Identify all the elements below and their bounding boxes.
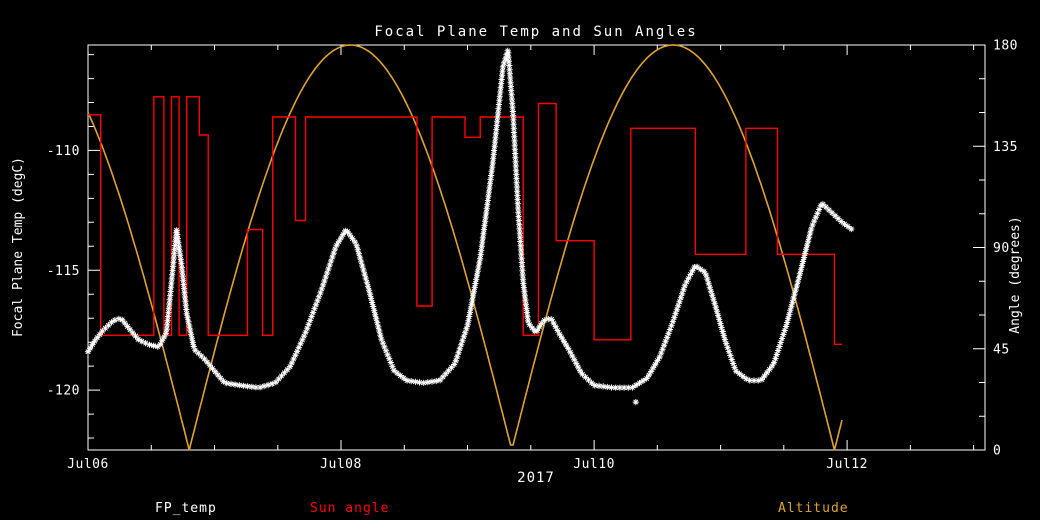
right-tick-label: 90 <box>993 241 1010 256</box>
right-axis-label: Angle (degrees) <box>1008 216 1023 334</box>
plot-frame <box>87 44 986 451</box>
left-tick-label: -110 <box>47 144 80 159</box>
right-tick-label: 180 <box>993 39 1018 54</box>
left-tick-label: -115 <box>47 264 80 279</box>
legend-sun-angle: Sun angle <box>310 501 390 516</box>
altitude-series <box>87 44 843 451</box>
left-tick-label: -120 <box>47 384 80 399</box>
x-axis-year-label: 2017 <box>517 470 555 486</box>
chart-title: Focal Plane Temp and Sun Angles <box>374 24 698 40</box>
x-tick-label: Jul12 <box>826 457 868 472</box>
sun-angle-series <box>88 96 842 345</box>
right-tick-label: 135 <box>993 140 1018 155</box>
fp-temp-series <box>84 47 855 406</box>
left-axis-label: Focal Plane Temp (degC) <box>11 157 26 338</box>
right-tick-label: 0 <box>993 444 1001 459</box>
legend-altitude: Altitude <box>778 501 849 516</box>
legend: FP_temp Sun angle Altitude <box>0 501 1040 519</box>
legend-fp-temp: FP_temp <box>155 501 217 516</box>
right-tick-label: 45 <box>993 342 1010 357</box>
x-tick-label: Jul10 <box>573 457 615 472</box>
x-tick-label: Jul08 <box>320 457 362 472</box>
x-tick-label: Jul06 <box>67 457 109 472</box>
axis-ticks <box>87 44 985 451</box>
